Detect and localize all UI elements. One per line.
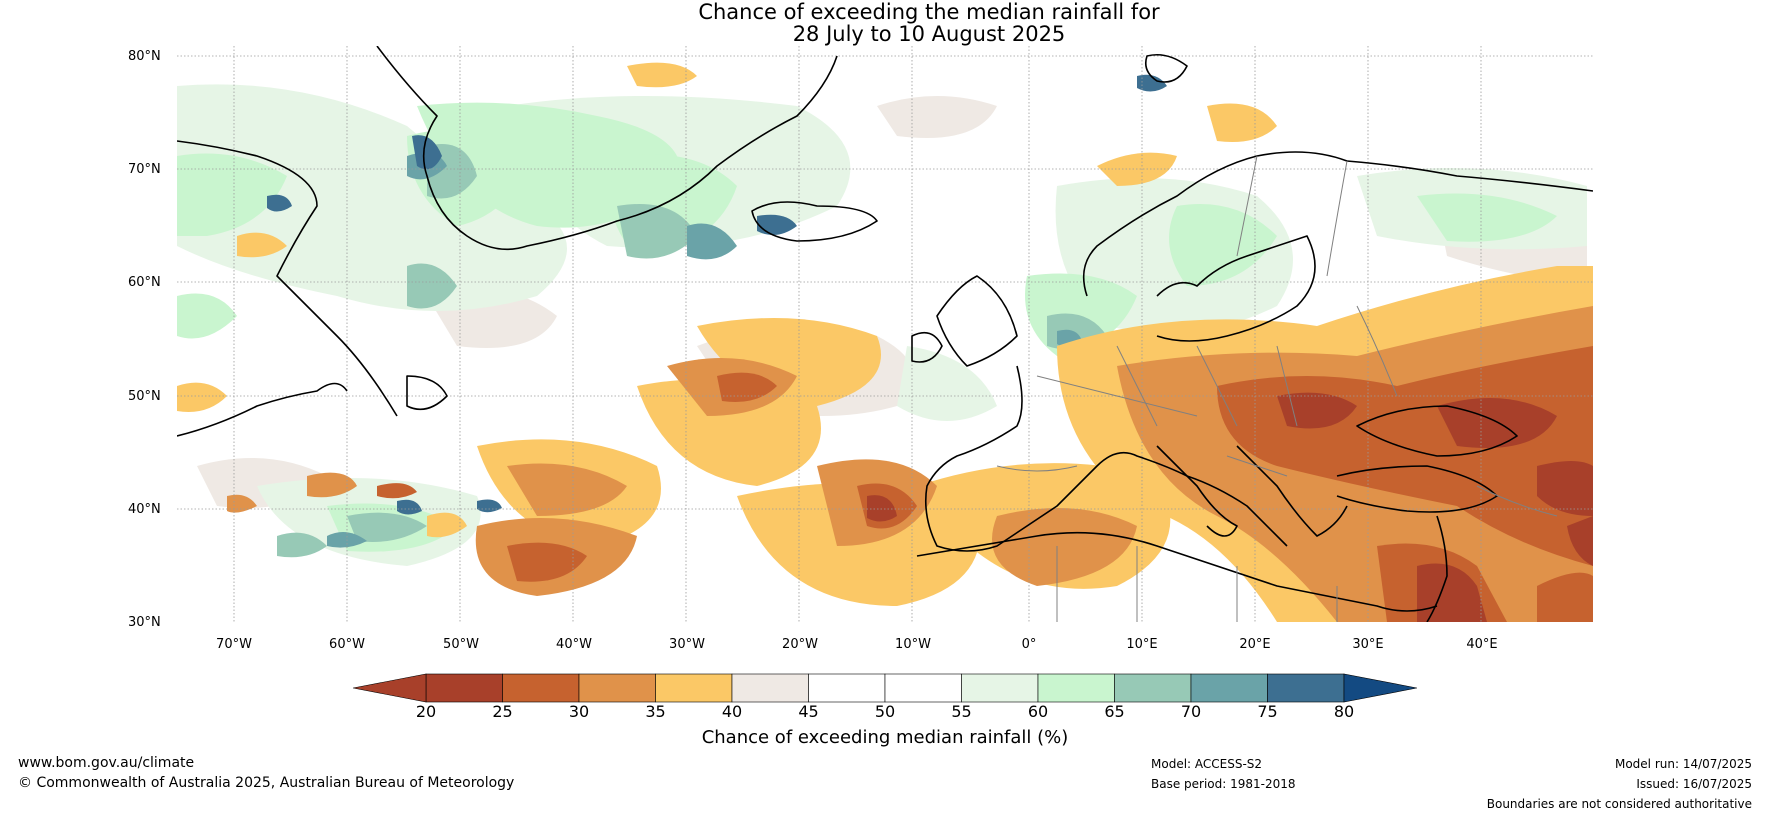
colorbar-tick-label: 45: [798, 702, 819, 721]
political-borders: [996, 155, 1558, 622]
colorbar-tick-label: 25: [492, 702, 513, 721]
lon-label-30e: 30°E: [1352, 637, 1384, 652]
lon-label-0: 0°: [1021, 637, 1037, 652]
north-america-east-coast: [177, 382, 348, 437]
north-africa-coast: [916, 531, 1438, 612]
lon-label-50w: 50°W: [443, 637, 479, 652]
colorbar-tick-label: 60: [1027, 702, 1049, 721]
black-sea-coast: [1356, 405, 1518, 457]
baffin-labrador-coast: [177, 140, 398, 417]
british-isles-coast: [936, 275, 1018, 367]
colorbar-bin-25-30: [502, 673, 580, 703]
model-run-date: Model run: 14/07/2025: [1614, 757, 1752, 771]
colorbar-bin-70-75: [1190, 673, 1268, 703]
newfoundland-coast: [406, 375, 448, 411]
colorbar-bins: [425, 673, 1345, 703]
lat-label-40n: 40°N: [128, 502, 161, 517]
base-period: Base period: 1981-2018: [1151, 777, 1296, 791]
lon-label-40e: 40°E: [1466, 637, 1498, 652]
map-title-line-1: Chance of exceeding the median rainfall …: [698, 0, 1160, 24]
colorbar: [353, 673, 1417, 703]
lon-label-60w: 60°W: [329, 637, 365, 652]
turkey-coast: [1336, 465, 1498, 513]
colorbar-over-triangle: [1343, 673, 1417, 703]
colorbar-tick-label: 20: [415, 702, 437, 721]
colorbar-tick-label: 70: [1180, 702, 1202, 721]
colorbar-bin-20-25: [425, 673, 503, 703]
colorbar-bin-40-45: [731, 673, 809, 703]
colorbar-bin-35-40: [655, 673, 733, 703]
colorbar-bin-60-65: [1037, 673, 1115, 703]
colorbar-tick-label: 80: [1333, 702, 1355, 721]
baltic-coast: [1156, 235, 1316, 342]
colorbar-bin-55-60: [961, 673, 1039, 703]
lat-label-30n: 30°N: [128, 615, 161, 630]
colorbar-bin-65-70: [1114, 673, 1192, 703]
greenland-coast: [376, 46, 838, 251]
lon-label-20w: 20°W: [782, 637, 818, 652]
western-europe-coast: [924, 365, 1288, 552]
lat-label-70n: 70°N: [128, 162, 161, 177]
boundaries-disclaimer: Boundaries are not considered authoritat…: [1486, 797, 1752, 811]
very-wet-areas: [327, 152, 1082, 548]
colorbar-under-triangle: [353, 673, 427, 703]
colorbar-tick-label: 75: [1257, 702, 1278, 721]
italy-coast: [1156, 445, 1238, 537]
lon-label-70w: 70°W: [216, 637, 252, 652]
lon-label-20e: 20°E: [1239, 637, 1271, 652]
scandinavia-coast: [1082, 151, 1593, 297]
colorbar-tick-label: 65: [1104, 702, 1125, 721]
levant-coast: [1426, 515, 1448, 622]
lon-label-30w: 30°W: [669, 637, 705, 652]
colorbar-tick-label: 35: [645, 702, 666, 721]
website-link[interactable]: www.bom.gov.au/climate: [18, 755, 195, 771]
iceland-coast: [751, 201, 878, 242]
svalbard-coast: [1144, 53, 1188, 83]
colorbar-tick-label: 50: [874, 702, 896, 721]
lon-label-10e: 10°E: [1126, 637, 1158, 652]
colorbar-bin-75-80: [1267, 673, 1345, 703]
issued-date: Issued: 16/07/2025: [1636, 777, 1752, 791]
map-title-line-2: 28 July to 10 August 2025: [792, 22, 1066, 46]
graticule: [177, 46, 1593, 622]
model-name: Model: ACCESS-S2: [1151, 757, 1263, 771]
lat-label-50n: 50°N: [128, 389, 161, 404]
lon-label-40w: 40°W: [556, 637, 592, 652]
colorbar-bin-50-55: [884, 673, 962, 703]
lon-label-10w: 10°W: [895, 637, 931, 652]
colorbar-bin-45-50: [808, 673, 886, 703]
lat-label-80n: 80°N: [128, 49, 161, 64]
ireland-coast: [911, 331, 943, 363]
lat-label-60n: 60°N: [128, 275, 161, 290]
extremely-wet-areas: [267, 74, 1167, 515]
colorbar-bin-30-35: [578, 673, 656, 703]
rainfall-probability-map: [177, 46, 1593, 622]
colorbar-label: Chance of exceeding median rainfall (%): [701, 727, 1069, 748]
colorbar-tick-label: 55: [951, 702, 972, 721]
coastlines: [177, 46, 1593, 622]
copyright-text: © Commonwealth of Australia 2025, Austra…: [18, 775, 515, 791]
map-canvas: [177, 46, 1593, 622]
balkan-coast: [1236, 445, 1348, 537]
colorbar-tick-label: 40: [721, 702, 743, 721]
colorbar-tick-label: 30: [568, 702, 590, 721]
